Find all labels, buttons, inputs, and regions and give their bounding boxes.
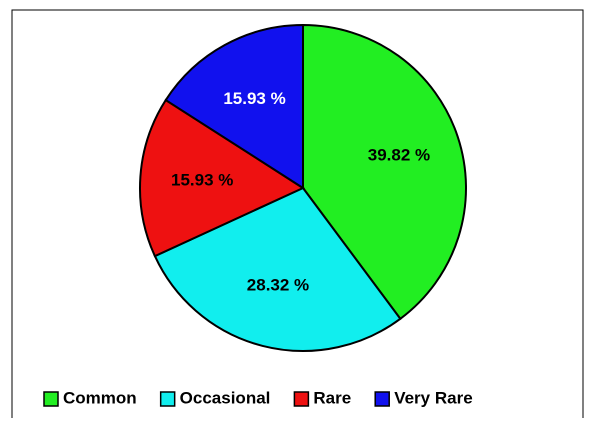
pie-slice — [139, 98, 306, 258]
data-label: 28.32 % — [247, 275, 309, 294]
legend-label: Common — [63, 388, 137, 407]
legend-label: Occasional — [180, 388, 271, 407]
legend-swatch — [159, 391, 176, 407]
legend-swatch — [43, 391, 59, 407]
legend-swatch — [293, 391, 310, 407]
pie-slice — [164, 23, 304, 190]
data-label: 15.93 % — [171, 170, 233, 189]
data-label: 15.93 % — [223, 89, 285, 108]
legend-label: Rare — [313, 388, 351, 407]
data-label: 39.82 % — [368, 146, 430, 165]
legend-label: Very Rare — [394, 388, 472, 407]
pie-slice — [302, 23, 467, 321]
legend-swatch — [374, 391, 390, 407]
